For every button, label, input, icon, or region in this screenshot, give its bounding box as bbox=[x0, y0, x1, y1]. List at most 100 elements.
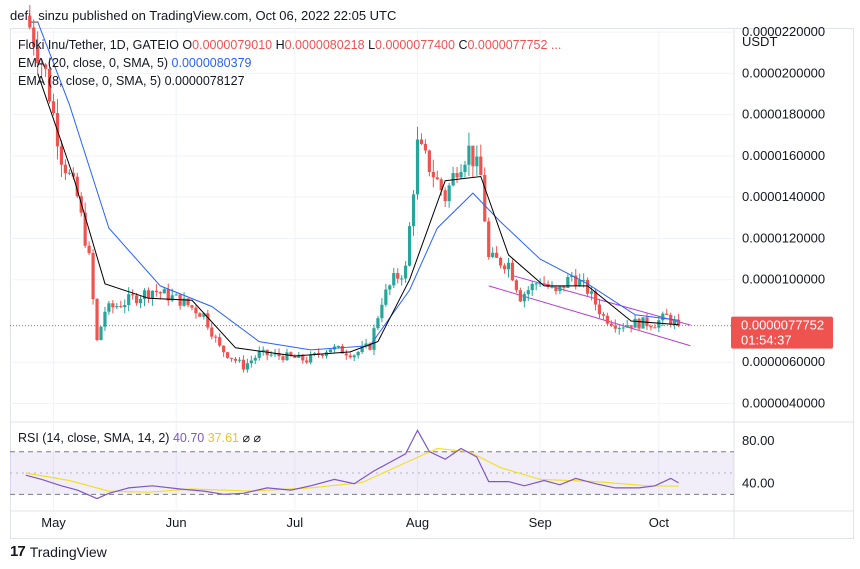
price-tick-label: 0.0000060000 bbox=[742, 354, 825, 369]
candle bbox=[649, 324, 653, 331]
candle bbox=[289, 351, 293, 357]
candle-body bbox=[376, 318, 380, 329]
candle-body bbox=[40, 63, 44, 65]
candle bbox=[396, 268, 400, 284]
candle-body bbox=[550, 286, 554, 288]
high-label: H bbox=[275, 38, 285, 52]
candle bbox=[158, 291, 162, 300]
rsi-pane: 80.00 40.00 bbox=[10, 429, 775, 500]
candle-body bbox=[67, 172, 71, 174]
candle-body bbox=[194, 307, 198, 314]
time-axis: May Jun Jul Aug Sep Oct bbox=[41, 515, 669, 530]
candle bbox=[261, 346, 265, 356]
candle bbox=[32, 19, 36, 56]
footer-brand[interactable]: 17 TradingView bbox=[10, 543, 107, 560]
candle-body bbox=[613, 325, 617, 329]
candle bbox=[99, 326, 103, 341]
candle bbox=[67, 169, 71, 176]
candle-body bbox=[427, 150, 431, 172]
candle-body bbox=[285, 352, 289, 361]
candle bbox=[135, 292, 139, 306]
candle bbox=[28, 5, 32, 30]
candle bbox=[107, 300, 111, 315]
candle bbox=[368, 342, 372, 351]
ema20-legend[interactable]: EMA (20, close, 0, SMA, 5) 0.0000080379 bbox=[18, 56, 252, 70]
candle bbox=[75, 172, 79, 199]
time-tick-label: Oct bbox=[649, 515, 670, 530]
ema20-line bbox=[37, 21, 679, 351]
candle-body bbox=[356, 351, 360, 356]
candle-body bbox=[388, 285, 392, 290]
candle-body bbox=[435, 177, 439, 180]
candle-body bbox=[59, 146, 64, 165]
rsi-legend[interactable]: RSI (14, close, SMA, 14, 2) 40.70 37.61 … bbox=[18, 430, 261, 445]
candle-body bbox=[463, 164, 467, 173]
candle-body bbox=[396, 273, 400, 279]
candle-body bbox=[293, 355, 297, 358]
candle bbox=[237, 357, 242, 363]
candle-body bbox=[534, 283, 538, 285]
candle bbox=[423, 139, 428, 154]
candle-body bbox=[249, 360, 253, 364]
candle bbox=[530, 281, 534, 296]
candle bbox=[214, 334, 218, 343]
candle bbox=[669, 312, 673, 328]
candle-body bbox=[91, 252, 95, 299]
candle bbox=[63, 159, 67, 181]
candle bbox=[131, 289, 135, 300]
candle bbox=[210, 322, 214, 340]
candle-body bbox=[277, 353, 281, 357]
candle-body bbox=[154, 290, 158, 293]
descending-channel bbox=[488, 275, 691, 347]
candle-body bbox=[483, 175, 487, 222]
ema20-value: 0.0000080379 bbox=[171, 56, 252, 70]
candle-body bbox=[645, 317, 649, 327]
candle bbox=[518, 287, 522, 303]
candle bbox=[194, 305, 198, 319]
candle bbox=[542, 276, 546, 285]
candle bbox=[637, 317, 641, 331]
candle bbox=[241, 355, 246, 373]
candle bbox=[222, 345, 226, 357]
candle bbox=[47, 57, 52, 104]
candle-body bbox=[673, 319, 677, 325]
candle bbox=[443, 187, 447, 207]
candle-body bbox=[281, 356, 285, 361]
candle-body bbox=[400, 278, 404, 280]
low-value: 0.0000077400 bbox=[375, 38, 455, 52]
ema8-legend[interactable]: EMA (8, close, 0, SMA, 5) 0.0000078127 bbox=[18, 74, 245, 88]
candle bbox=[127, 287, 131, 312]
price-tick-label: 0.0000120000 bbox=[742, 230, 825, 245]
candle-body bbox=[95, 298, 99, 341]
candle bbox=[206, 309, 210, 331]
candle-body bbox=[289, 352, 293, 356]
candle bbox=[419, 133, 424, 146]
candle bbox=[483, 167, 487, 223]
candle-body bbox=[111, 303, 115, 308]
symbol-label[interactable]: Floki Inu/Tether, 1D, GATEIO bbox=[18, 38, 179, 52]
ema8-value: 0.0000078127 bbox=[164, 74, 245, 88]
candle-body bbox=[309, 354, 313, 363]
candle bbox=[344, 349, 348, 360]
candle-body bbox=[451, 173, 455, 186]
candle bbox=[522, 291, 526, 308]
candle-body bbox=[570, 275, 574, 277]
candle bbox=[510, 259, 515, 281]
candle bbox=[657, 315, 661, 333]
candle-body bbox=[83, 212, 87, 246]
candle bbox=[111, 300, 115, 314]
candle-body bbox=[364, 343, 368, 347]
candle-body bbox=[245, 363, 249, 370]
candle bbox=[574, 269, 578, 290]
candle-body bbox=[44, 64, 48, 69]
candle bbox=[352, 354, 356, 362]
candle-body bbox=[352, 355, 356, 358]
candle-body bbox=[135, 295, 139, 304]
candle-body bbox=[522, 294, 526, 302]
candle-body bbox=[514, 280, 519, 291]
candle bbox=[491, 247, 495, 259]
candle-body bbox=[384, 289, 388, 305]
chart-frame[interactable] bbox=[10, 28, 854, 539]
